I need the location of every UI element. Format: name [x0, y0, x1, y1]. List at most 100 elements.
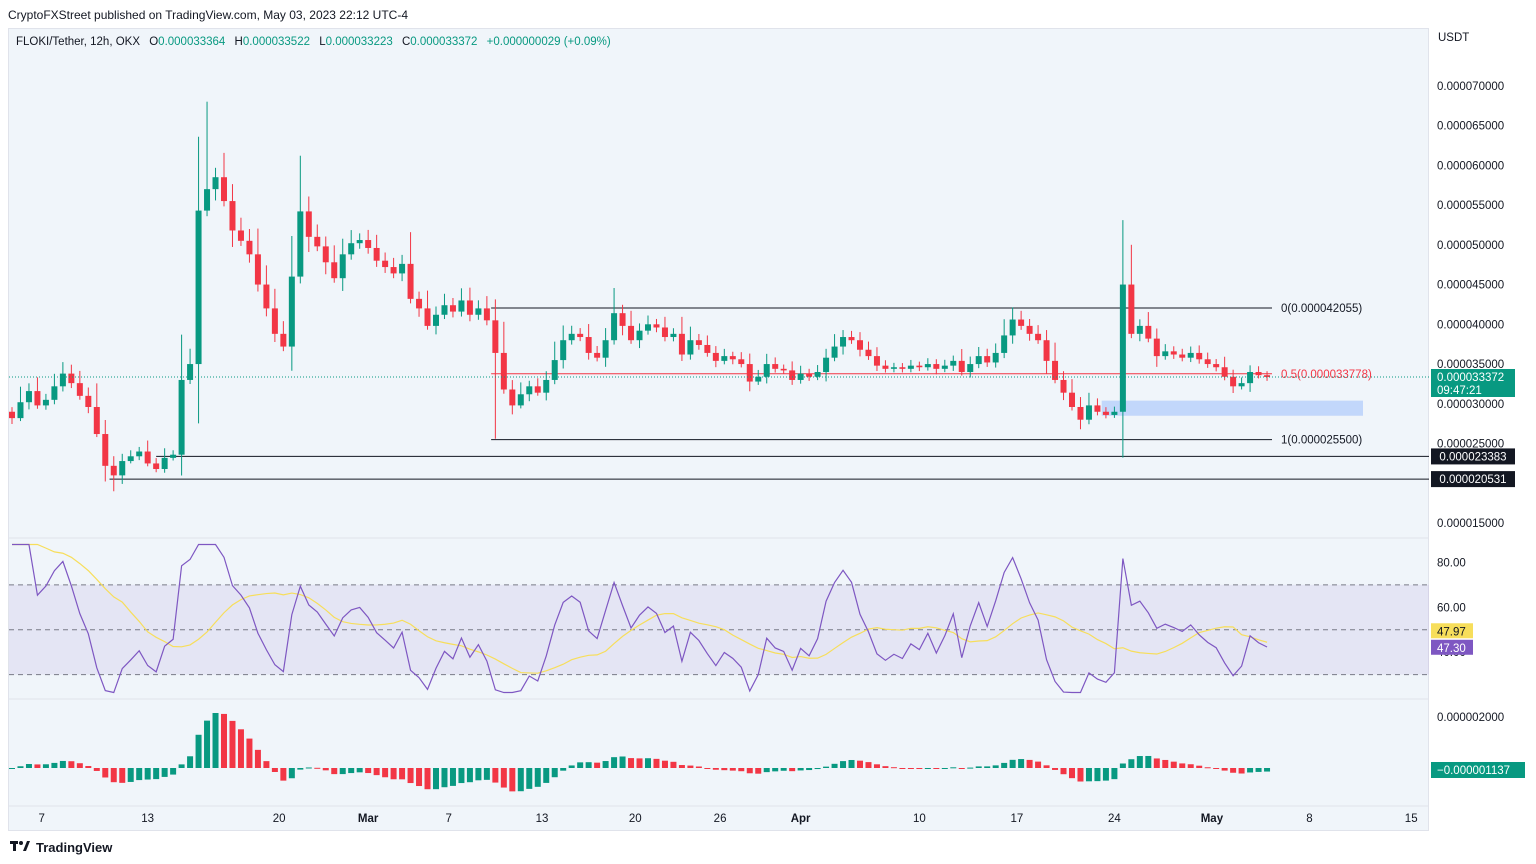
macd-histogram-bar: [492, 768, 499, 783]
candle: [1102, 411, 1109, 415]
macd-histogram-bar: [1162, 759, 1169, 768]
candle: [170, 454, 177, 458]
macd-histogram-bar: [153, 768, 160, 780]
y-tick-label: 0.000065000: [1437, 121, 1504, 133]
macd-histogram-bar: [687, 765, 694, 768]
candle: [950, 360, 957, 366]
macd-histogram-bar: [857, 760, 863, 768]
candle: [746, 364, 753, 382]
candle: [865, 349, 872, 357]
macd-histogram-bar: [314, 767, 321, 769]
candle: [916, 365, 923, 368]
candle: [823, 357, 830, 373]
candle: [695, 340, 702, 345]
candle: [551, 360, 558, 380]
macd-histogram-bar: [619, 756, 626, 768]
candle: [848, 337, 855, 341]
candle: [619, 313, 626, 326]
macd-histogram-bar: [840, 761, 847, 768]
candle: [560, 340, 567, 361]
macd-histogram-bar: [1001, 762, 1008, 768]
macd-histogram-bar: [721, 768, 728, 771]
macd-histogram-bar: [34, 764, 41, 768]
x-tick-label: 17: [1010, 813, 1023, 825]
macd-histogram-bar: [882, 766, 889, 768]
x-tick-label: 24: [1108, 813, 1121, 825]
candle: [288, 276, 295, 347]
macd-histogram-bar: [1170, 761, 1177, 768]
candle: [365, 240, 372, 248]
candle: [585, 337, 592, 353]
candle: [1085, 405, 1092, 420]
macd-histogram-bar: [322, 768, 329, 771]
candle: [416, 298, 423, 309]
candle: [882, 365, 889, 369]
macd-histogram-bar: [161, 768, 168, 777]
candle: [449, 305, 456, 312]
candle: [611, 313, 618, 341]
support-price-label: 0.000020531: [1439, 474, 1506, 486]
macd-histogram-bar: [144, 768, 151, 780]
macd-histogram-bar: [1069, 768, 1075, 779]
macd-histogram-bar: [1179, 763, 1186, 768]
macd-histogram-bar: [789, 768, 796, 772]
macd-histogram-bar: [534, 768, 541, 787]
candle: [526, 386, 533, 395]
macd-histogram-bar: [992, 765, 999, 768]
tradingview-logo-icon: [10, 840, 30, 855]
y-tick-label: 0.000055000: [1437, 200, 1504, 212]
x-tick-label: 10: [913, 813, 926, 825]
candle: [814, 372, 821, 377]
candle: [577, 333, 584, 338]
candle: [1026, 325, 1033, 334]
macd-histogram-bar: [916, 768, 923, 769]
candle: [1043, 340, 1050, 361]
candle: [1018, 319, 1025, 326]
candle: [314, 236, 321, 247]
candle: [424, 308, 431, 326]
macd-histogram-bar: [678, 765, 685, 768]
rsi-line: [12, 543, 1268, 694]
candle: [1069, 392, 1075, 407]
rsi-y-tick-label: 80.00: [1437, 557, 1466, 569]
macd-histogram-bar: [1052, 768, 1059, 770]
macd-value-label: −0.000001137: [1437, 765, 1510, 777]
candle: [924, 364, 931, 368]
candle: [628, 325, 635, 341]
chart-area[interactable]: [8, 28, 1429, 831]
candle: [1255, 372, 1262, 376]
macd-histogram-bar: [577, 762, 584, 768]
macd-histogram-bar: [806, 768, 813, 771]
macd-histogram-bar: [170, 768, 177, 775]
macd-histogram-bar: [263, 761, 270, 768]
y-tick-label: 0.000030000: [1437, 399, 1504, 411]
macd-histogram-bar: [1009, 759, 1016, 768]
rsi-value-tag: [1431, 639, 1473, 655]
macd-histogram-bar: [399, 768, 406, 780]
candle: [831, 346, 838, 358]
macd-histogram-bar: [475, 768, 482, 781]
candle: [712, 352, 719, 361]
x-tick-label: 7: [446, 813, 452, 825]
candle: [441, 305, 448, 315]
x-tick-label: 13: [141, 813, 154, 825]
candle: [221, 177, 227, 202]
macd-histogram-bar: [704, 767, 711, 769]
macd-histogram-bar: [288, 768, 295, 779]
macd-histogram-bar: [543, 768, 550, 783]
macd-histogram-bar: [483, 768, 490, 780]
candle: [568, 333, 575, 341]
macd-histogram-bar: [1136, 756, 1143, 768]
macd-histogram-bar: [1221, 768, 1228, 771]
y-tick-label: 0.000060000: [1437, 160, 1504, 172]
macd-histogram-bar: [865, 762, 872, 768]
candle: [153, 463, 160, 470]
candle: [704, 344, 711, 353]
candle: [1238, 383, 1245, 387]
candle: [517, 394, 524, 406]
macd-histogram-bar: [899, 768, 906, 769]
candle: [653, 324, 660, 328]
macd-histogram-bar: [1018, 759, 1025, 768]
macd-value-tag: [1431, 762, 1525, 778]
demand-zone: [1101, 400, 1363, 416]
